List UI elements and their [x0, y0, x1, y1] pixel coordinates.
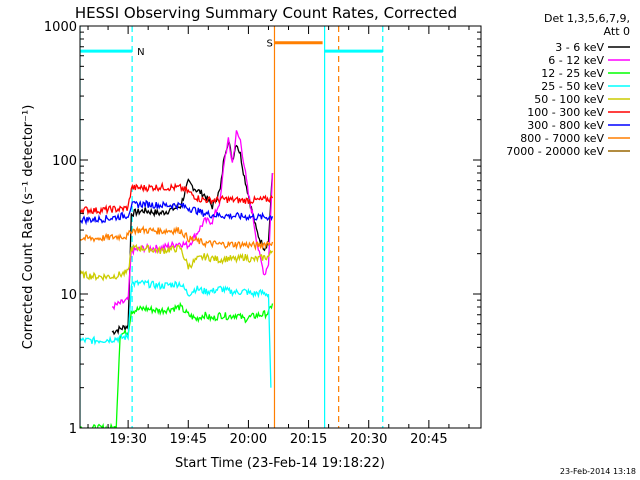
series-line-12-25-keV	[80, 301, 274, 428]
legend-label: 25 - 50 keV	[541, 80, 604, 93]
mode-label: N	[137, 47, 144, 58]
x-tick-label: 20:00	[230, 432, 267, 447]
legend-label: 50 - 100 keV	[534, 93, 604, 106]
x-axis: 19:30 19:45 20:00 20:15 20:30 20:45	[87, 26, 470, 447]
series-line-300-800-keV	[80, 199, 274, 226]
series-line-3-6-keV	[111, 139, 274, 336]
y-axis: 1 10 100 1000	[44, 20, 481, 437]
y-tick-label: 100	[52, 154, 77, 169]
series-line-800-7000-keV	[80, 225, 274, 251]
y-tick-label: 1000	[44, 20, 77, 35]
series-line-50-100-keV	[80, 243, 274, 282]
series-line-100-300-keV	[80, 181, 274, 216]
y-tick-label: 1	[69, 422, 77, 437]
legend-label: 7000 - 20000 keV	[506, 145, 604, 158]
chart-title: HESSI Observing Summary Count Rates, Cor…	[75, 4, 457, 22]
legend-label: 12 - 25 keV	[541, 67, 604, 80]
y-axis-label: Corrected Count Rate (s⁻¹ detector⁻¹)	[21, 105, 36, 350]
legend-label: 6 - 12 keV	[548, 54, 604, 67]
x-tick-label: 19:30	[109, 432, 146, 447]
legend-label: 100 - 300 keV	[527, 106, 604, 119]
plot-area: NS	[80, 26, 384, 428]
series-line-25-50-keV	[80, 278, 272, 388]
legend-label: 300 - 800 keV	[527, 119, 604, 132]
legend-header-line-2: Att 0	[604, 25, 630, 38]
plot-frame	[79, 25, 482, 429]
series-line-6-12-keV	[111, 130, 274, 311]
mode-label: S	[266, 39, 272, 50]
x-tick-label: 20:30	[350, 432, 387, 447]
x-tick-label: 19:45	[170, 432, 207, 447]
x-tick-label: 20:45	[410, 432, 447, 447]
legend-label: 800 - 7000 keV	[520, 132, 604, 145]
x-tick-label: 20:15	[290, 432, 327, 447]
legend-label: 3 - 6 keV	[555, 41, 604, 54]
footer-date: 23-Feb-2014 13:18	[560, 467, 636, 476]
legend-header-line-1: Det 1,3,5,6,7,9,	[544, 12, 630, 25]
y-tick-label: 10	[60, 288, 77, 303]
x-axis-label: Start Time (23-Feb-14 19:18:22)	[175, 456, 385, 471]
